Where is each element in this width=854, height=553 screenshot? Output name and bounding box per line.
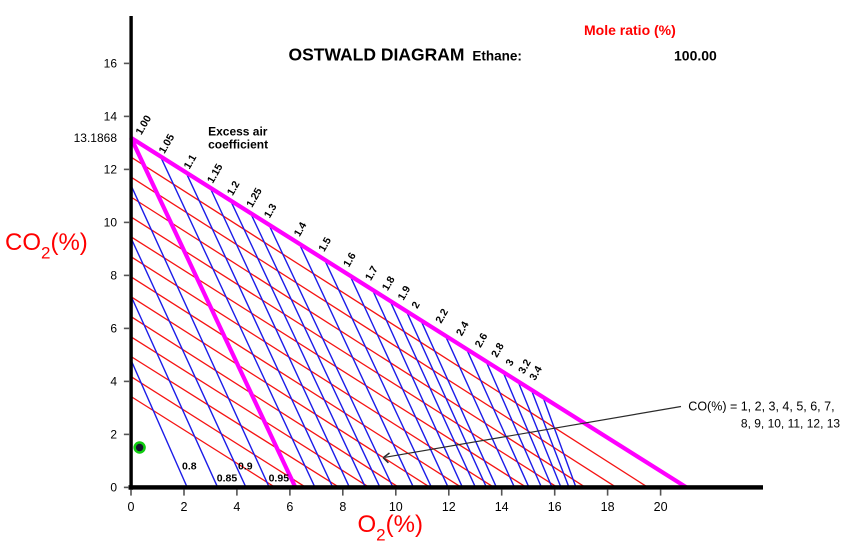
svg-text:3: 3 (504, 357, 517, 368)
svg-text:8: 8 (110, 268, 117, 282)
svg-text:14: 14 (495, 500, 509, 514)
svg-text:0.8: 0.8 (182, 461, 197, 473)
svg-text:18: 18 (601, 500, 615, 514)
svg-text:0.9: 0.9 (238, 461, 253, 473)
svg-text:2: 2 (181, 500, 188, 514)
svg-text:0.85: 0.85 (217, 472, 238, 484)
svg-text:8: 8 (339, 500, 346, 514)
svg-text:100.00: 100.00 (674, 48, 717, 64)
svg-text:13.1868: 13.1868 (74, 131, 118, 145)
svg-text:Ethane:: Ethane: (472, 49, 522, 64)
svg-text:10: 10 (389, 500, 403, 514)
svg-text:10: 10 (104, 215, 118, 229)
svg-text:12: 12 (442, 500, 456, 514)
svg-text:0: 0 (128, 500, 135, 514)
svg-text:2: 2 (110, 427, 117, 441)
svg-text:Excess air: Excess air (208, 125, 268, 139)
svg-text:6: 6 (110, 321, 117, 335)
svg-text:CO(%) = 1, 2, 3, 4, 5, 6, 7,: CO(%) = 1, 2, 3, 4, 5, 6, 7, (688, 400, 834, 414)
svg-text:8, 9, 10, 11, 12, 13: 8, 9, 10, 11, 12, 13 (741, 417, 841, 431)
svg-text:0.95: 0.95 (269, 472, 290, 484)
svg-text:16: 16 (104, 56, 118, 70)
svg-text:4: 4 (110, 374, 117, 388)
svg-text:14: 14 (104, 109, 118, 123)
svg-text:6: 6 (286, 500, 293, 514)
svg-text:12: 12 (104, 162, 118, 176)
svg-text:4: 4 (233, 500, 240, 514)
svg-text:2: 2 (409, 300, 422, 311)
svg-text:OSTWALD DIAGRAM: OSTWALD DIAGRAM (289, 45, 465, 65)
svg-text:Mole ratio (%): Mole ratio (%) (584, 22, 676, 38)
svg-text:20: 20 (654, 500, 668, 514)
svg-text:coefficient: coefficient (208, 137, 268, 151)
svg-text:16: 16 (548, 500, 562, 514)
svg-text:0: 0 (110, 480, 117, 494)
